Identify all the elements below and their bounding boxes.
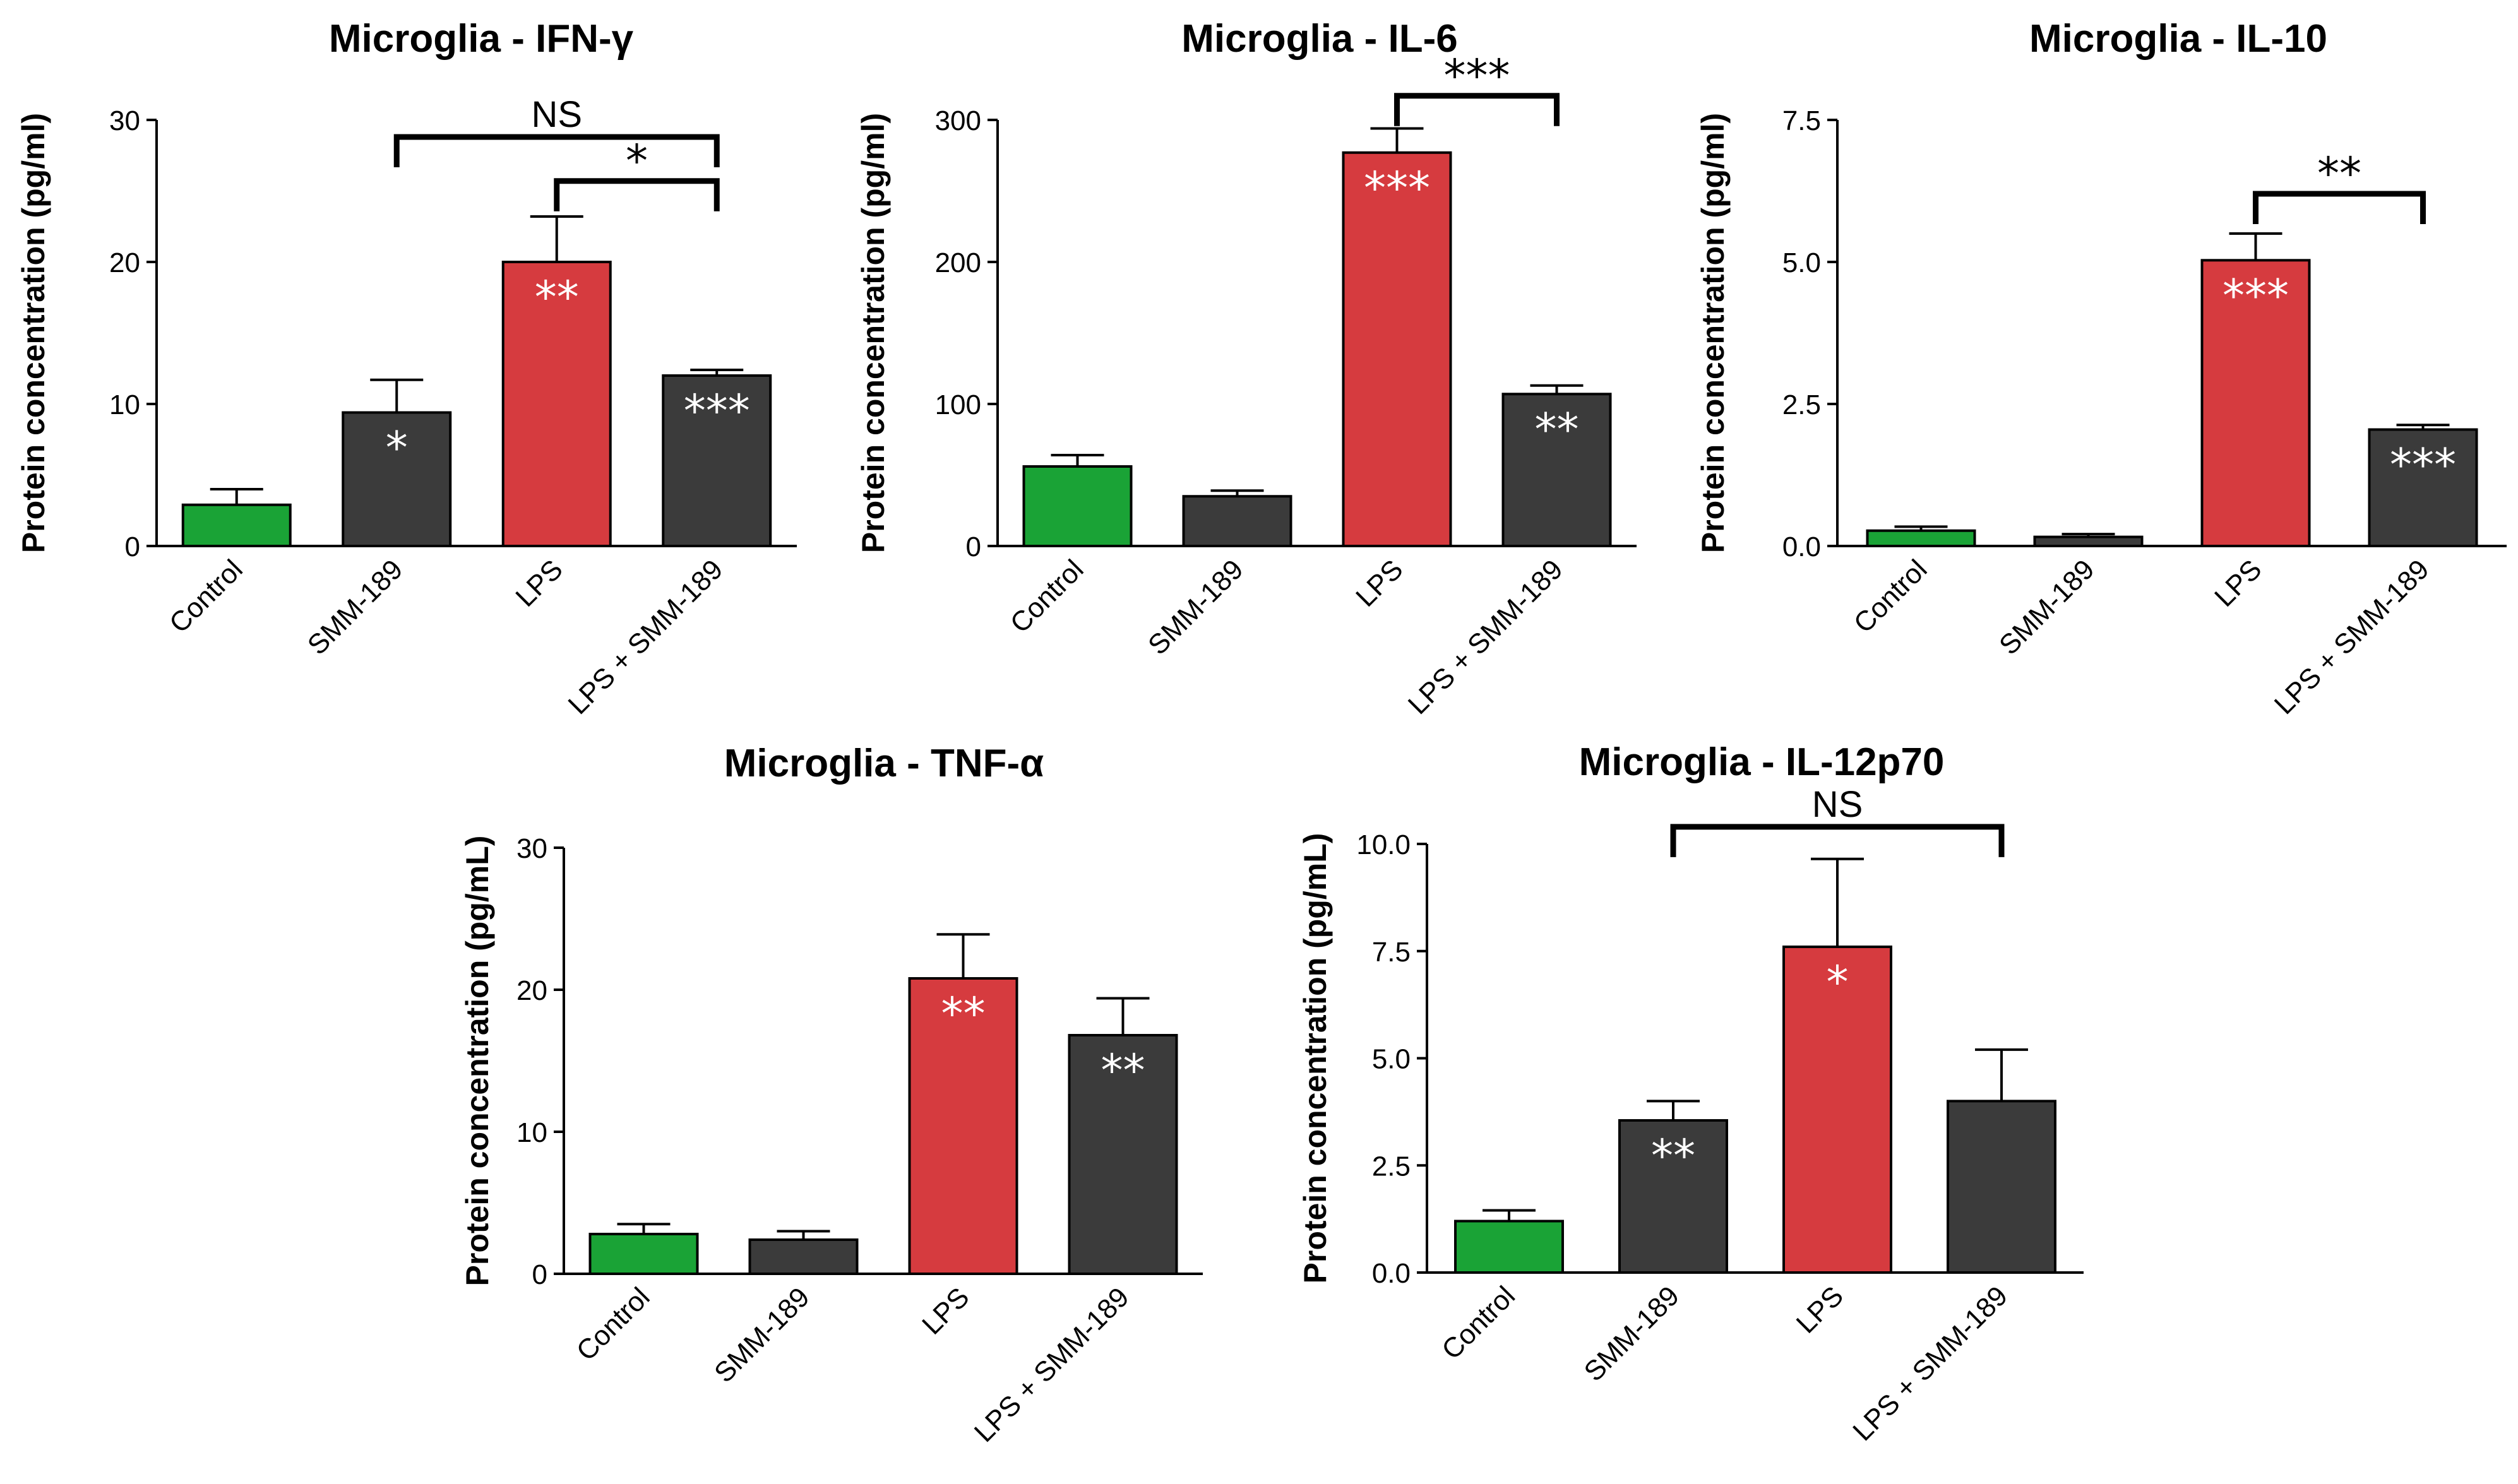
x-category-label: SMM-189 <box>302 554 409 661</box>
y-tick-label: 10.0 <box>1356 829 1411 860</box>
comparison-label: NS <box>1812 784 1863 825</box>
y-tick-label: 7.5 <box>1372 937 1411 968</box>
x-category-label: LPS + SMM-189 <box>1402 554 1569 720</box>
x-category-label: Control <box>164 554 249 639</box>
significance-label: *** <box>1364 162 1430 214</box>
chart-title: Microglia - IL-6 <box>1181 17 1457 61</box>
y-tick-label: 7.5 <box>1782 105 1821 136</box>
comparison-bracket <box>554 178 720 211</box>
significance-label: *** <box>2390 439 2456 491</box>
bar-control <box>181 503 292 547</box>
comparison-label: NS <box>531 94 582 135</box>
bar-control <box>1022 465 1133 547</box>
bar-lps <box>908 977 1018 1275</box>
bar-control <box>1454 1220 1564 1274</box>
chart-title: Microglia - TNF-α <box>724 742 1044 785</box>
significance-label: * <box>386 422 408 474</box>
x-category-label: LPS + SMM-189 <box>1847 1280 2014 1447</box>
x-category-label: LPS <box>2209 554 2267 612</box>
y-tick-label: 10 <box>109 389 140 420</box>
bar-smm-189 <box>342 411 452 547</box>
y-tick-label: 0 <box>125 531 140 562</box>
bar-lps <box>501 261 612 547</box>
bar-lps-smm-189 <box>1068 1034 1178 1275</box>
y-axis-label: Protein concentration (pg/ml) <box>16 113 51 553</box>
bar-control <box>588 1233 699 1275</box>
chart-panels: Microglia - IFN-γ Protein concentration (… <box>16 17 2507 1448</box>
x-category-label: SMM-189 <box>708 1281 816 1389</box>
chart-title: Microglia - IL-12p70 <box>1579 740 1945 784</box>
y-tick-label: 5.0 <box>1782 247 1821 278</box>
y-tick-label: 20 <box>109 247 140 278</box>
bar-smm-189 <box>748 1238 859 1275</box>
y-tick-label: 200 <box>935 247 981 278</box>
comparison-label: ** <box>2317 148 2361 199</box>
significance-label: ** <box>1651 1130 1695 1182</box>
chart-panel-4: Microglia - TNF-α Protein concentration (… <box>460 742 1203 1448</box>
y-axis-label: Protein concentration (pg/ml) <box>1695 113 1731 553</box>
comparison-bracket <box>2253 191 2426 224</box>
bar-lps <box>1782 945 1892 1274</box>
bar-lps-smm-189 <box>1947 1100 2056 1274</box>
chart-panel-3: Microglia - IL-10 Protein concentration (… <box>1695 17 2507 720</box>
y-tick-label: 300 <box>935 105 981 136</box>
x-category-label: SMM-189 <box>1578 1280 1686 1387</box>
significance-label: ** <box>1101 1045 1145 1096</box>
significance-label: ** <box>1535 403 1579 455</box>
bar-lps-smm-189 <box>2368 428 2478 547</box>
chart-panel-1: Microglia - IFN-γ Protein concentration (… <box>16 17 797 720</box>
chart-title: Microglia - IFN-γ <box>329 17 634 61</box>
x-category-label: Control <box>1005 554 1090 639</box>
y-tick-label: 0.0 <box>1782 531 1821 562</box>
x-category-label: SMM-189 <box>1993 554 2101 661</box>
bar-smm-189 <box>2033 535 2144 547</box>
significance-label: * <box>1827 956 1849 1008</box>
y-tick-label: 5.0 <box>1372 1044 1411 1075</box>
bar-lps-smm-189 <box>1501 393 1612 547</box>
bar-lps <box>1342 151 1452 547</box>
significance-label: ** <box>941 988 986 1040</box>
x-category-label: LPS + SMM-189 <box>2269 554 2435 720</box>
x-category-label: Control <box>1848 554 1933 639</box>
x-category-label: Control <box>1436 1280 1521 1365</box>
comparison-bracket <box>1670 824 2005 857</box>
x-category-label: LPS <box>1791 1280 1849 1339</box>
comparison-bracket <box>1394 93 1560 126</box>
y-tick-label: 0.0 <box>1372 1258 1411 1289</box>
bar-control <box>1866 529 1976 548</box>
y-axis-label: Protein concentration (pg/mL) <box>1298 833 1333 1284</box>
chart-panel-2: Microglia - IL-6 Protein concentration (p… <box>856 17 1637 720</box>
y-tick-label: 30 <box>109 105 140 136</box>
y-tick-label: 0 <box>966 531 981 562</box>
y-tick-label: 2.5 <box>1372 1151 1411 1182</box>
x-category-label: SMM-189 <box>1142 554 1250 661</box>
x-category-label: LPS + SMM-189 <box>563 554 729 720</box>
x-category-label: LPS <box>1350 554 1409 612</box>
x-category-label: LPS <box>916 1281 975 1340</box>
chart-title: Microglia - IL-10 <box>2029 17 2327 61</box>
significance-label: *** <box>2223 270 2289 321</box>
y-tick-label: 20 <box>516 975 547 1006</box>
significance-label: ** <box>535 271 579 323</box>
significance-label: *** <box>684 385 750 437</box>
y-tick-label: 30 <box>516 833 547 864</box>
x-category-label: LPS + SMM-189 <box>969 1281 1135 1448</box>
comparison-label: * <box>626 135 648 187</box>
y-tick-label: 10 <box>516 1117 547 1148</box>
bar-smm-189 <box>1618 1119 1728 1274</box>
bar-lps-smm-189 <box>662 374 772 547</box>
comparison-label: *** <box>1444 50 1510 102</box>
y-tick-label: 2.5 <box>1782 389 1821 420</box>
bar-lps <box>2200 259 2311 547</box>
y-axis-label: Protein concentration (pg/mL) <box>460 836 495 1286</box>
chart-panel-5: Microglia - IL-12p70 Protein concentratio… <box>1298 740 2084 1447</box>
comparison-bracket <box>393 134 720 167</box>
bar-smm-189 <box>1182 495 1292 547</box>
y-tick-label: 100 <box>935 389 981 420</box>
y-axis-label: Protein concentration (pg/ml) <box>856 113 891 553</box>
x-category-label: LPS <box>510 554 568 612</box>
x-category-label: Control <box>571 1281 656 1367</box>
y-tick-label: 0 <box>532 1259 547 1290</box>
